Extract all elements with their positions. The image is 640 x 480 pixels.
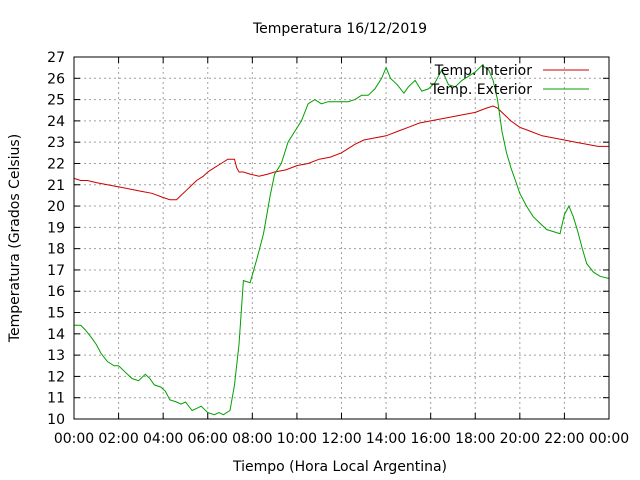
- legend: Temp. Interior Temp. Exterior: [430, 63, 589, 98]
- y-tick-label: 12: [47, 369, 65, 385]
- x-tick-label: 12:00: [321, 431, 361, 447]
- y-tick-label: 25: [47, 93, 65, 109]
- x-axis-label: Tiempo (Hora Local Argentina): [232, 459, 447, 475]
- x-tick-label: 02:00: [98, 431, 138, 447]
- x-tick-label: 14:00: [366, 431, 406, 447]
- legend-label-exterior: Temp. Exterior: [430, 82, 533, 98]
- x-tick-label: 18:00: [455, 431, 495, 447]
- x-tick-label: 10:00: [277, 431, 317, 447]
- x-tick-label: 06:00: [188, 431, 228, 447]
- y-tick-label: 11: [47, 391, 65, 407]
- chart-title: Temperatura 16/12/2019: [252, 21, 427, 37]
- y-tick-label: 17: [47, 263, 65, 279]
- y-tick-label: 15: [47, 306, 65, 322]
- x-tick-label: 16:00: [410, 431, 450, 447]
- x-tick-label: 20:00: [500, 431, 540, 447]
- y-axis-label: Temperatura (Grados Celsius): [7, 134, 23, 343]
- legend-label-interior: Temp. Interior: [434, 63, 533, 79]
- y-tick-label: 23: [47, 135, 65, 151]
- x-tick-label: 08:00: [232, 431, 272, 447]
- y-tick-label: 21: [47, 178, 65, 194]
- grid: [74, 57, 609, 419]
- x-tick-label: 22:00: [544, 431, 584, 447]
- y-tick-label: 19: [47, 220, 65, 236]
- series-layer: [73, 64, 610, 416]
- x-tick-label: 04:00: [143, 431, 183, 447]
- y-tick-label: 16: [47, 284, 65, 300]
- y-tick-label: 18: [47, 242, 65, 258]
- y-tick-label: 14: [47, 327, 65, 343]
- axis-ticks: 00:00 02:00 04:00 06:00 08:00 10:00 12:00 14:00…: [47, 50, 629, 447]
- y-tick-label: 27: [47, 50, 65, 66]
- y-tick-label: 22: [47, 156, 65, 172]
- x-tick-label: 00:00: [589, 431, 629, 447]
- y-tick-label: 13: [47, 348, 65, 364]
- y-tick-label: 24: [47, 114, 65, 130]
- x-tick-label: 00:00: [54, 431, 94, 447]
- y-tick-label: 10: [47, 412, 65, 428]
- y-tick-label: 20: [47, 199, 65, 215]
- y-tick-label: 26: [47, 71, 65, 87]
- series-line-exterior: [74, 64, 610, 416]
- series-line-interior: [73, 105, 609, 201]
